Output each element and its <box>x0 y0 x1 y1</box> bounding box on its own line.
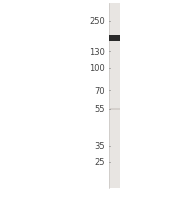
Bar <box>109 109 120 111</box>
Text: 70: 70 <box>95 86 105 95</box>
Bar <box>109 4 120 188</box>
Text: 25: 25 <box>95 158 105 167</box>
Text: 55: 55 <box>95 105 105 114</box>
Text: 250: 250 <box>90 17 105 26</box>
Text: 35: 35 <box>95 141 105 150</box>
Bar <box>109 36 120 42</box>
Text: 100: 100 <box>90 64 105 73</box>
Text: 130: 130 <box>89 48 105 57</box>
